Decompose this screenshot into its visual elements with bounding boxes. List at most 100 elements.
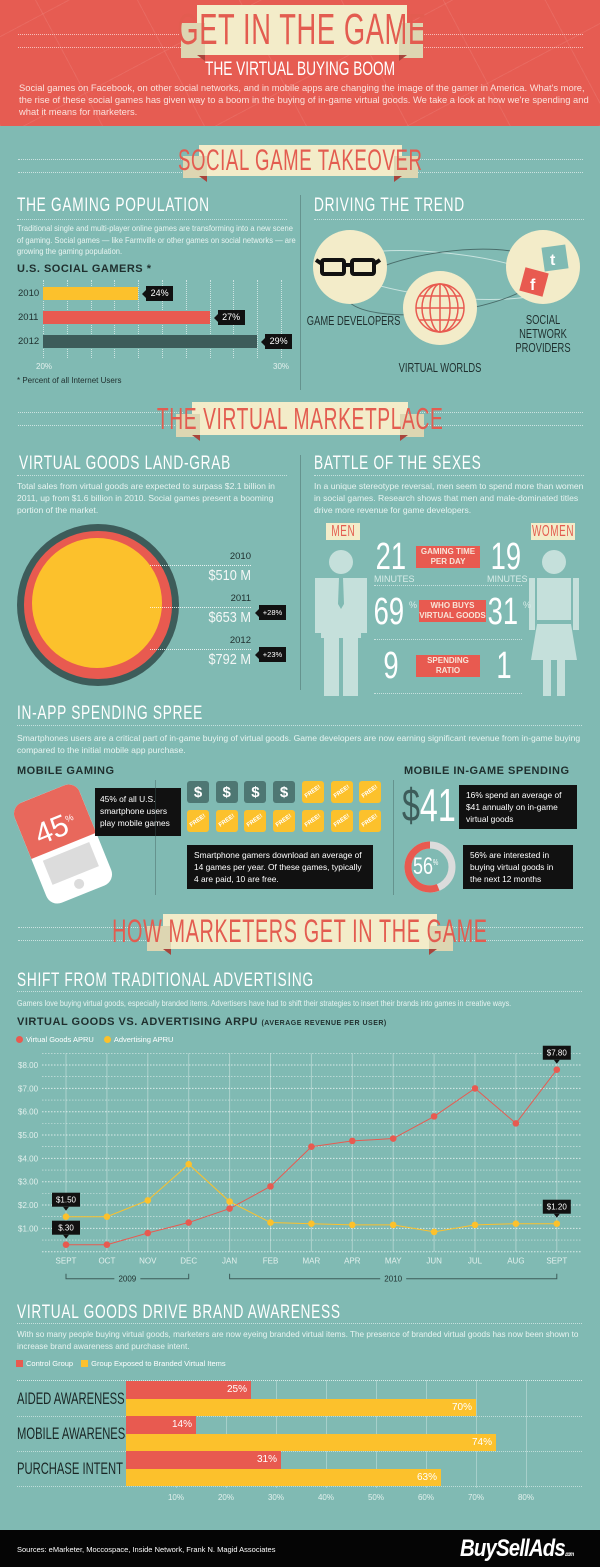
divider — [17, 991, 582, 992]
data-point — [185, 1219, 192, 1226]
bar — [126, 1416, 196, 1434]
x-tick-label: FEB — [263, 1257, 279, 1266]
chart-title: VIRTUAL GOODS VS. ADVERTISING ARPU — [17, 1016, 258, 1028]
data-point — [62, 1241, 70, 1249]
y-tick-label: $3.00 — [18, 1178, 39, 1187]
svg-text:t: t — [550, 252, 556, 269]
landgrab-text: Total sales from virtual goods are expec… — [17, 481, 275, 515]
x-tick-label: 40% — [317, 1493, 334, 1502]
bar — [126, 1381, 251, 1399]
divider — [420, 34, 583, 48]
buysellads-logo[interactable]: BuySellAds.com — [460, 1535, 574, 1562]
year-label: 2009 — [118, 1275, 136, 1284]
data-point — [62, 1213, 70, 1221]
data-point — [349, 1221, 356, 1229]
y-tick-label: $5.00 — [18, 1131, 39, 1140]
x-tick-label: OCT — [98, 1257, 115, 1266]
page-title: GET IN THE GAME — [177, 5, 427, 54]
value-label: $792 M — [208, 651, 251, 668]
legend-swatch-icon — [16, 1360, 23, 1367]
page-subtitle: THE VIRTUAL BUYING BOOM — [204, 59, 396, 80]
y-tick-label: $1.00 — [18, 1224, 39, 1233]
annotation-pointer — [553, 1213, 560, 1218]
free-game-icon: FREE! — [359, 810, 382, 832]
column-divider — [300, 455, 301, 690]
brand-legend: Control Group Group Exposed to Branded V… — [16, 1359, 226, 1368]
gridline — [209, 280, 211, 358]
free-label: FREE! — [246, 813, 265, 829]
battle-text: In a unique stereotype reversal, men see… — [314, 481, 584, 515]
arpu-line-chart: SEPT OCT NOV DEC JAN FEB MAR APR MAY JUN JUL AUG SEP… — [18, 1045, 582, 1284]
bar — [126, 1451, 281, 1469]
women-gaming-time: 19 — [490, 536, 522, 578]
landgrab-heading: VIRTUAL GOODS LAND-GRAB — [19, 453, 231, 474]
twitter-icon: t — [541, 244, 569, 272]
annotation-pointer — [63, 1206, 69, 1211]
section-banner-social: SOCIAL GAME TAKEOVER — [178, 144, 422, 182]
y-tick-label: $6.00 — [18, 1108, 39, 1117]
men-unit: % — [409, 600, 418, 610]
data-point — [226, 1205, 233, 1212]
chart-title: U.S. SOCIAL GAMERS * — [17, 263, 152, 275]
year-bracket — [229, 1273, 558, 1280]
stat-label: WHO BUYS VIRTUAL GOODS — [419, 600, 486, 622]
spending-callout: 16% spend an average of $41 annually on … — [459, 785, 577, 829]
gridline — [17, 1451, 582, 1452]
node-label: GAME DEVELOPERS — [306, 313, 401, 328]
free-game-icon: FREE! — [301, 781, 324, 803]
year-bracket — [65, 1273, 190, 1280]
legend-swatch-icon — [16, 1036, 23, 1043]
category-label: 2011 — [18, 312, 39, 323]
free-game-icon: FREE! — [301, 810, 324, 832]
intro-text: Social games on Facebook, on other socia… — [19, 82, 589, 117]
mobile-gaming-callout: 45% of all U.S. smartphone users play mo… — [95, 788, 181, 836]
battle-heading: BATTLE OF THE SEXES — [314, 453, 482, 474]
paid-game-icon: $ — [215, 781, 238, 803]
section-title: SOCIAL GAME TAKEOVER — [178, 143, 423, 177]
free-label: FREE! — [303, 784, 322, 800]
divider — [374, 639, 522, 640]
gridline — [526, 1380, 527, 1488]
ring-value: 56% — [413, 853, 439, 880]
free-game-icon: FREE! — [330, 781, 353, 803]
men-buyers: 69 — [373, 591, 405, 633]
x-tick-label: 50% — [367, 1493, 384, 1502]
annotation-label: $1.50 — [56, 1196, 77, 1205]
free-game-icon: FREE! — [359, 781, 382, 803]
data-point — [512, 1220, 520, 1228]
data-point — [308, 1143, 315, 1151]
shift-text: Gamers love buying virtual goods, especi… — [17, 999, 512, 1008]
bar — [126, 1433, 496, 1451]
bar — [43, 287, 139, 300]
brand-text: With so many people buying virtual goods… — [17, 1330, 579, 1351]
data-point — [553, 1220, 561, 1228]
annotation-label: $7.80 — [547, 1049, 568, 1058]
free-label: FREE! — [217, 813, 236, 829]
free-label: FREE! — [275, 813, 294, 829]
virtual-worlds-node — [403, 271, 477, 345]
facebook-icon: f — [519, 267, 549, 297]
circle-mark — [32, 538, 162, 668]
change-tag: +23% — [255, 647, 286, 662]
bar-value-label: 63% — [416, 1471, 437, 1483]
interest-ring — [404, 841, 456, 893]
game-developers-node — [313, 230, 387, 304]
section-banner-marketers: HOW MARKETERS GET IN THE GAME — [112, 913, 487, 955]
category-label: AIDED AWARENESS — [17, 1389, 125, 1408]
data-point — [103, 1213, 111, 1221]
value-tag: 24% — [142, 286, 174, 301]
brand-heading: VIRTUAL GOODS DRIVE BRAND AWARENESS — [17, 1302, 341, 1323]
free-label: FREE! — [361, 784, 380, 800]
data-point — [471, 1221, 479, 1229]
legend-swatch-icon — [103, 1036, 111, 1043]
value-tag: 29% — [261, 334, 293, 349]
y-tick-label: $4.00 — [18, 1154, 39, 1163]
value-annotation: $7.80 — [542, 1045, 571, 1064]
tick-label: 20% — [36, 362, 53, 371]
annotation-box — [52, 1192, 80, 1207]
x-tick-label: SEPT — [546, 1257, 567, 1266]
divider — [18, 412, 183, 426]
title-banner: GET IN THE GAME — [177, 5, 426, 61]
column-divider — [300, 195, 301, 390]
inapp-heading: IN-APP SPENDING SPREE — [17, 703, 203, 724]
